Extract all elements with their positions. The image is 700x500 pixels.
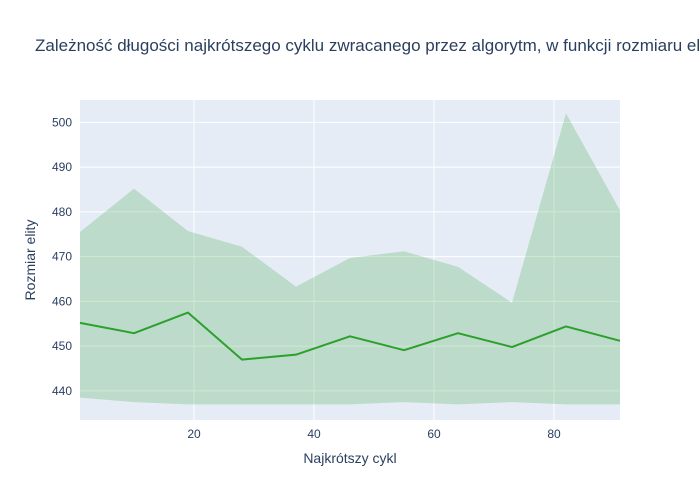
x-tick-label: 80 (547, 427, 561, 441)
y-tick-label: 470 (52, 250, 72, 264)
plot-area (80, 100, 620, 420)
y-axis-title: Rozmiar elity (22, 220, 38, 301)
confidence-band (80, 113, 620, 405)
y-tick-label: 480 (52, 205, 72, 219)
tick-labels: 20 40 60 80 440 450 460 470 480 490 500 (52, 115, 561, 441)
x-tick-label: 60 (427, 427, 441, 441)
band-area (80, 113, 620, 405)
y-tick-label: 500 (52, 115, 72, 129)
y-tick-label: 490 (52, 160, 72, 174)
grid (80, 100, 620, 420)
mean-line (79, 311, 621, 361)
x-axis-title: Najkrótszy cykl (303, 450, 396, 466)
x-tick-label: 20 (187, 427, 201, 441)
chart-title: Zależność długości najkrótszego cyklu zw… (35, 36, 700, 55)
series-lines (79, 311, 621, 361)
y-tick-label: 440 (52, 384, 72, 398)
x-tick-label: 40 (307, 427, 321, 441)
y-tick-label: 460 (52, 294, 72, 308)
y-tick-label: 450 (52, 339, 72, 353)
